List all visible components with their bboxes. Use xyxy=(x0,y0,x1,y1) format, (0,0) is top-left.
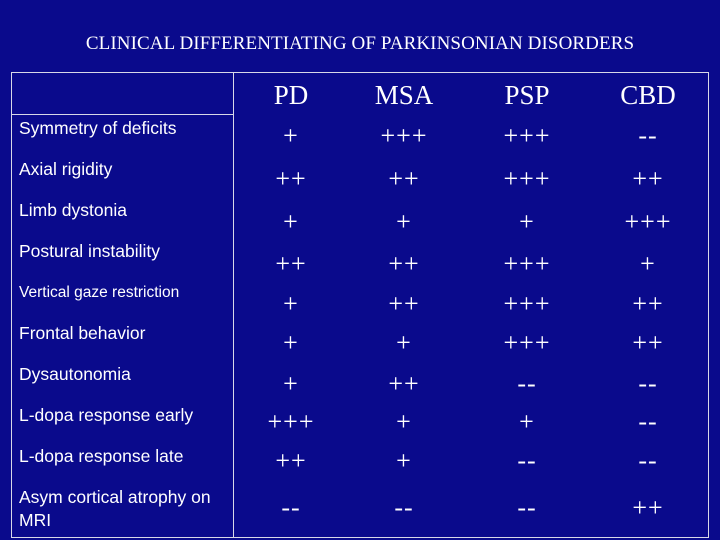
cell-msa: + xyxy=(396,207,412,236)
cell-pd: + xyxy=(283,369,299,398)
column-header-cbd: CBD xyxy=(620,80,676,110)
cell-msa: -- xyxy=(394,493,414,522)
cell-cbd: ++ xyxy=(632,289,664,318)
cell-msa: ++ xyxy=(388,369,420,398)
cell-cbd: -- xyxy=(638,446,658,475)
cell-psp: -- xyxy=(517,369,537,398)
slide-title: CLINICAL DIFFERENTIATING OF PARKINSONIAN… xyxy=(85,33,635,54)
cell-msa: ++ xyxy=(388,249,420,278)
cell-cbd: ++ xyxy=(632,328,664,357)
cell-msa: ++ xyxy=(388,164,420,193)
cell-pd: ++ xyxy=(275,249,307,278)
row-label: Limb dystonia xyxy=(19,200,127,220)
cell-pd: ++ xyxy=(275,446,307,475)
column-header-pd: PD xyxy=(273,80,309,110)
row-label: Asym cortical atrophy on MRI xyxy=(19,487,211,530)
cell-msa: + xyxy=(396,407,412,436)
cell-msa: +++ xyxy=(380,121,428,150)
column-header-psp: PSP xyxy=(504,80,550,110)
cell-msa: + xyxy=(396,328,412,357)
cell-psp: +++ xyxy=(503,121,551,150)
row-label: Vertical gaze restriction xyxy=(19,284,180,301)
cell-psp: +++ xyxy=(503,164,551,193)
cell-cbd: +++ xyxy=(624,207,672,236)
cell-msa: + xyxy=(396,446,412,475)
row-label: Axial rigidity xyxy=(19,159,113,179)
cell-cbd: ++ xyxy=(632,493,664,522)
cell-pd: + xyxy=(283,121,299,150)
row-label: Postural instability xyxy=(19,241,161,261)
cell-cbd: -- xyxy=(638,407,658,436)
header-corner-cell xyxy=(11,72,234,115)
cell-pd: -- xyxy=(281,493,301,522)
cell-psp: +++ xyxy=(503,249,551,278)
cell-psp: + xyxy=(519,407,535,436)
cell-cbd: ++ xyxy=(632,164,664,193)
cell-msa: ++ xyxy=(388,289,420,318)
cell-pd: + xyxy=(283,207,299,236)
column-header-msa: MSA xyxy=(374,80,434,110)
cell-psp: -- xyxy=(517,446,537,475)
cell-cbd: + xyxy=(640,249,656,278)
row-label: Dysautonomia xyxy=(19,364,131,384)
row-label: Frontal behavior xyxy=(19,323,146,343)
cell-pd: +++ xyxy=(267,407,315,436)
cell-pd: ++ xyxy=(275,164,307,193)
cell-cbd: -- xyxy=(638,121,658,150)
cell-psp: +++ xyxy=(503,328,551,357)
label-column-divider xyxy=(11,72,234,538)
cell-pd: + xyxy=(283,328,299,357)
cell-psp: -- xyxy=(517,493,537,522)
row-label: L-dopa response early xyxy=(19,405,194,425)
row-label: Symmetry of deficits xyxy=(19,118,177,138)
table-frame xyxy=(11,72,709,538)
cell-pd: + xyxy=(283,289,299,318)
cell-cbd: -- xyxy=(638,369,658,398)
row-label: L-dopa response late xyxy=(19,446,184,466)
cell-psp: +++ xyxy=(503,289,551,318)
cell-psp: + xyxy=(519,207,535,236)
